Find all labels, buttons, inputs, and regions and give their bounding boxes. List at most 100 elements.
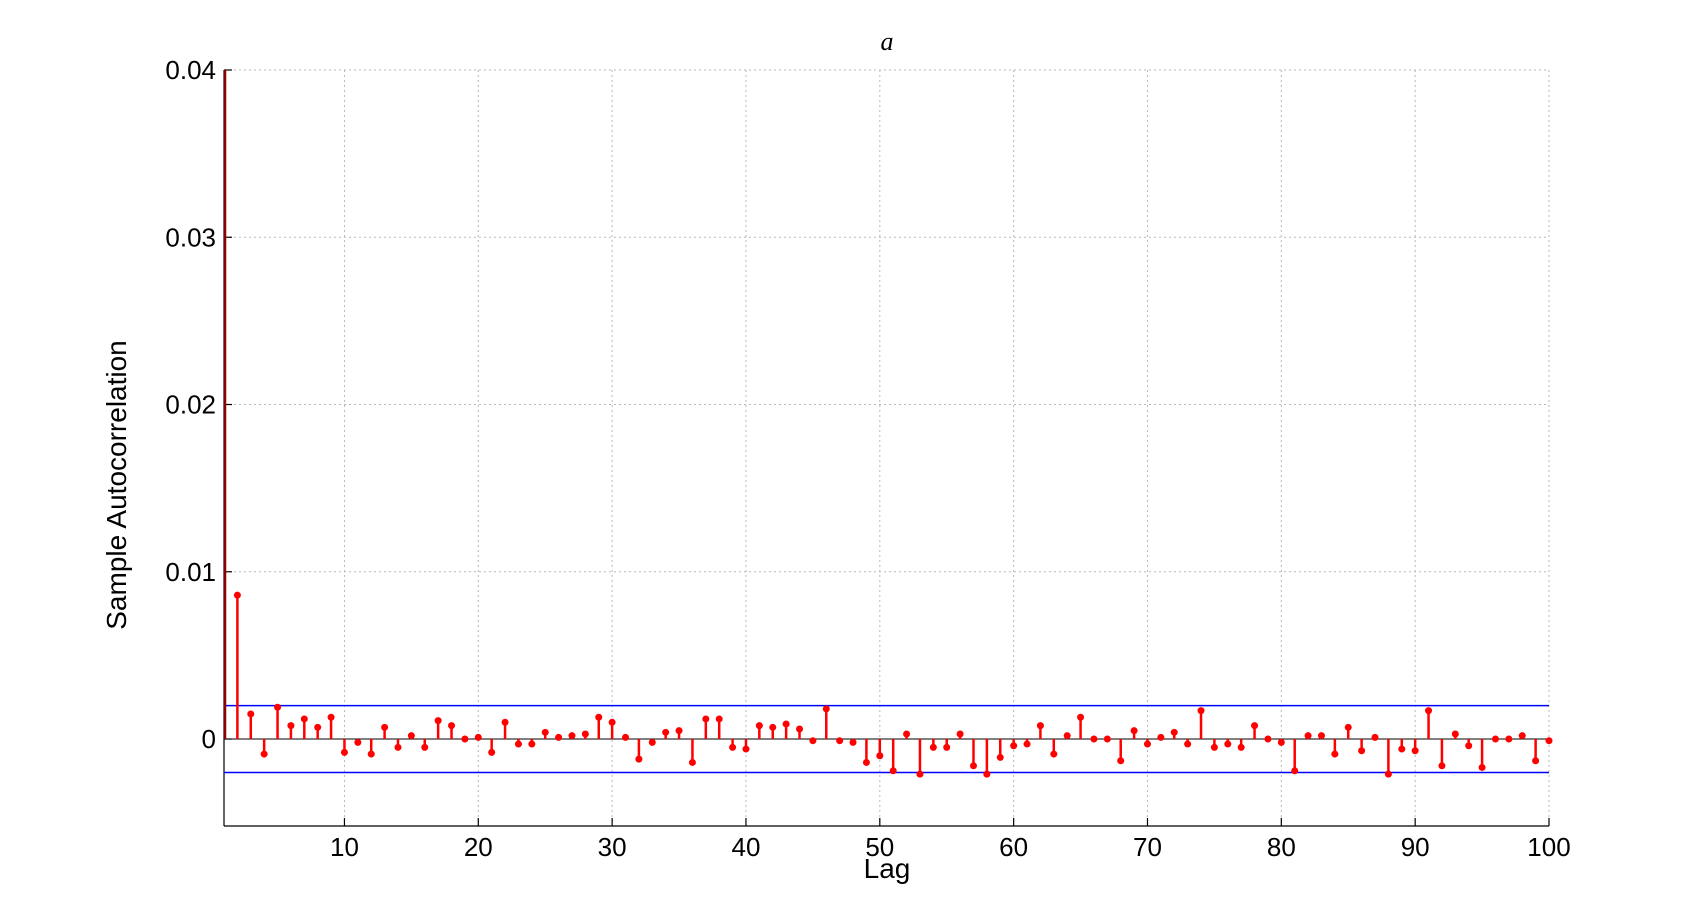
stem-marker bbox=[648, 738, 656, 746]
stem-marker bbox=[407, 732, 415, 740]
stem-marker bbox=[822, 705, 830, 713]
stem-marker bbox=[1264, 735, 1272, 743]
stem-marker bbox=[996, 753, 1004, 761]
stem-marker bbox=[1451, 730, 1459, 738]
stem-series bbox=[223, 70, 1553, 778]
stem-marker bbox=[1023, 740, 1031, 748]
stem-marker bbox=[474, 733, 482, 741]
stem-marker bbox=[1291, 767, 1299, 775]
stem-marker bbox=[1532, 757, 1540, 765]
tick-labels: 10 20 30 40 50 60 70 80 90 100 0 0.01 0.02 0.03 0.04 bbox=[165, 55, 1570, 862]
stem-marker bbox=[461, 735, 469, 743]
stem-marker bbox=[1224, 740, 1232, 748]
stem-marker bbox=[1063, 732, 1071, 740]
confidence-bounds bbox=[224, 704, 1549, 774]
stem-marker bbox=[1143, 740, 1151, 748]
stem-marker bbox=[394, 743, 402, 751]
stem-marker bbox=[1170, 728, 1178, 736]
y-tick-label: 0.01 bbox=[165, 557, 216, 587]
stem-marker bbox=[675, 727, 683, 735]
stem-marker bbox=[1358, 747, 1366, 755]
stem-marker bbox=[1425, 707, 1433, 715]
x-tick-label: 10 bbox=[330, 832, 359, 862]
stem-marker bbox=[1237, 743, 1245, 751]
x-tick-label: 90 bbox=[1401, 832, 1430, 862]
stem-marker bbox=[608, 718, 616, 726]
x-tick-label: 50 bbox=[865, 832, 894, 862]
y-axis-label: Sample Autocorrelation bbox=[101, 340, 132, 630]
stem-marker bbox=[327, 713, 335, 721]
y-tick-label: 0.03 bbox=[165, 222, 216, 252]
stem-marker bbox=[1130, 727, 1138, 735]
stem-marker bbox=[1184, 740, 1192, 748]
stem-marker bbox=[287, 722, 295, 730]
stem-marker bbox=[622, 733, 630, 741]
stem-marker bbox=[555, 733, 563, 741]
stem-marker bbox=[929, 743, 937, 751]
x-tick-label: 40 bbox=[732, 832, 761, 862]
stem-marker bbox=[1010, 742, 1018, 750]
stem-marker bbox=[595, 713, 603, 721]
stem-marker bbox=[796, 725, 804, 733]
stem-marker bbox=[340, 748, 348, 756]
y-tick-label: 0.02 bbox=[165, 390, 216, 420]
stem-marker bbox=[1036, 722, 1044, 730]
stem-marker bbox=[969, 762, 977, 770]
x-tick-label: 100 bbox=[1527, 832, 1570, 862]
stem-marker bbox=[528, 740, 536, 748]
stem-marker bbox=[755, 722, 763, 730]
stem-marker bbox=[1277, 738, 1285, 746]
stem-marker bbox=[421, 743, 429, 751]
stem-marker bbox=[434, 717, 442, 725]
chart-title: a bbox=[881, 27, 894, 56]
stem-marker bbox=[983, 770, 991, 778]
stem-marker bbox=[1505, 735, 1513, 743]
stem-marker bbox=[1077, 713, 1085, 721]
stem-marker bbox=[849, 738, 857, 746]
x-tick-label: 70 bbox=[1133, 832, 1162, 862]
stem-marker bbox=[782, 720, 790, 728]
y-tick-label: 0.04 bbox=[165, 55, 216, 85]
stem-marker bbox=[729, 743, 737, 751]
stem-marker bbox=[809, 737, 817, 745]
stem-marker bbox=[260, 750, 268, 758]
stem-marker bbox=[1478, 763, 1486, 771]
stem-marker bbox=[501, 718, 509, 726]
stem-marker bbox=[381, 723, 389, 731]
stem-marker bbox=[1251, 722, 1259, 730]
stem-marker bbox=[354, 738, 362, 746]
x-tick-label: 60 bbox=[999, 832, 1028, 862]
stem-marker bbox=[688, 758, 696, 766]
stem-marker bbox=[1210, 743, 1218, 751]
stem-marker bbox=[314, 723, 322, 731]
stem-marker bbox=[1518, 732, 1526, 740]
stem-marker bbox=[956, 730, 964, 738]
stem-marker bbox=[889, 767, 897, 775]
stem-marker bbox=[862, 758, 870, 766]
stem-marker bbox=[1438, 762, 1446, 770]
stem-marker bbox=[367, 750, 375, 758]
stem-marker bbox=[715, 715, 723, 723]
stem-marker bbox=[1050, 750, 1058, 758]
stem-marker bbox=[274, 703, 282, 711]
stem-marker bbox=[568, 732, 576, 740]
stem-marker bbox=[514, 740, 522, 748]
stem-marker bbox=[635, 755, 643, 763]
stem-marker bbox=[662, 728, 670, 736]
axes-layer bbox=[223, 69, 1550, 827]
stem-marker bbox=[769, 723, 777, 731]
x-tick-label: 80 bbox=[1267, 832, 1296, 862]
stem-marker bbox=[541, 728, 549, 736]
stem-marker bbox=[903, 730, 911, 738]
stem-marker bbox=[247, 710, 255, 718]
stem-marker bbox=[943, 743, 951, 751]
stem-marker bbox=[300, 715, 308, 723]
stem-marker bbox=[1090, 735, 1098, 743]
x-tick-label: 20 bbox=[464, 832, 493, 862]
x-tick-label: 30 bbox=[598, 832, 627, 862]
stem-marker bbox=[1344, 723, 1352, 731]
stem-marker bbox=[836, 737, 844, 745]
x-axis-label: Lag bbox=[864, 853, 911, 884]
stem-marker bbox=[448, 722, 456, 730]
